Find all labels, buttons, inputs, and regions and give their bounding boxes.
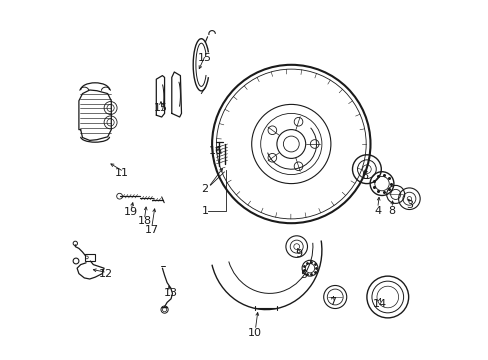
Text: 14: 14 [372, 299, 386, 309]
Text: 4: 4 [373, 206, 381, 216]
Text: 17: 17 [144, 225, 159, 235]
Text: 15: 15 [154, 103, 168, 113]
Text: 10: 10 [248, 328, 262, 338]
Text: 18: 18 [137, 216, 151, 226]
Text: 12: 12 [99, 269, 113, 279]
Text: 2: 2 [201, 184, 208, 194]
Text: 8: 8 [388, 206, 395, 216]
Text: 1: 1 [201, 206, 208, 216]
Text: 11: 11 [115, 168, 129, 178]
Text: 13: 13 [163, 288, 177, 298]
Text: 15: 15 [198, 53, 211, 63]
Text: 9: 9 [294, 249, 302, 259]
Text: 6: 6 [361, 171, 368, 181]
Text: 7: 7 [328, 297, 336, 307]
Text: 5: 5 [300, 270, 307, 280]
Text: 19: 19 [124, 207, 138, 217]
Text: 16: 16 [208, 146, 222, 156]
Text: 3: 3 [406, 200, 413, 210]
Bar [85, 254, 95, 261]
